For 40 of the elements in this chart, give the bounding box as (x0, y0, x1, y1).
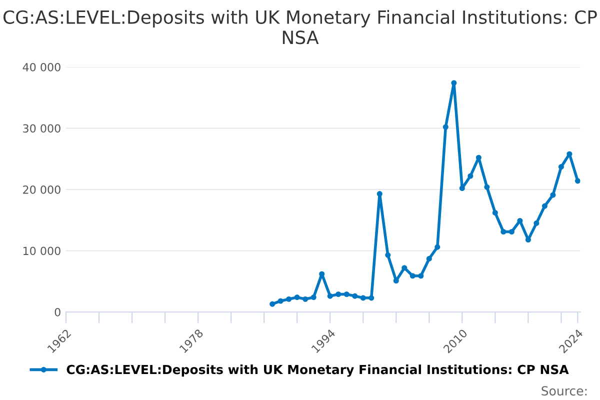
point (442, 124, 448, 130)
point (542, 203, 548, 209)
y-tick-label: 30 000 (23, 124, 60, 133)
chart-title: CG:AS:LEVEL:Deposits with UK Monetary Financial Institutions: CP NSA (4, 10, 597, 44)
point (534, 220, 540, 226)
y-tick-label: 10 000 (23, 246, 60, 256)
point (302, 296, 308, 302)
y-tick-label: 40 000 (22, 62, 60, 72)
point (336, 291, 342, 298)
point (508, 228, 514, 235)
point (368, 295, 374, 301)
y-tick-label: 20 000 (23, 185, 60, 194)
legend-label: CG:AS:LEVEL:Deposits with UK Monetary Financial Institutions: CP NSA (66, 364, 569, 377)
point (468, 173, 474, 179)
source-note: Source: (542, 386, 587, 396)
point (484, 184, 490, 190)
point (410, 273, 416, 279)
point (558, 164, 564, 170)
point (426, 256, 432, 262)
point (385, 252, 391, 258)
point (500, 228, 506, 235)
point (376, 191, 382, 197)
point (310, 294, 316, 300)
point (574, 178, 580, 184)
point (327, 293, 333, 299)
point (294, 294, 300, 300)
point (492, 210, 498, 216)
point (476, 154, 482, 160)
point (278, 298, 284, 304)
point (402, 265, 408, 271)
point (418, 273, 424, 279)
point (434, 244, 440, 250)
point (344, 291, 350, 298)
point (286, 296, 292, 302)
point (270, 301, 276, 307)
point (352, 293, 358, 299)
y-tick-label: 0 (54, 308, 60, 316)
point (550, 192, 556, 198)
point (451, 80, 457, 86)
point (360, 295, 366, 301)
